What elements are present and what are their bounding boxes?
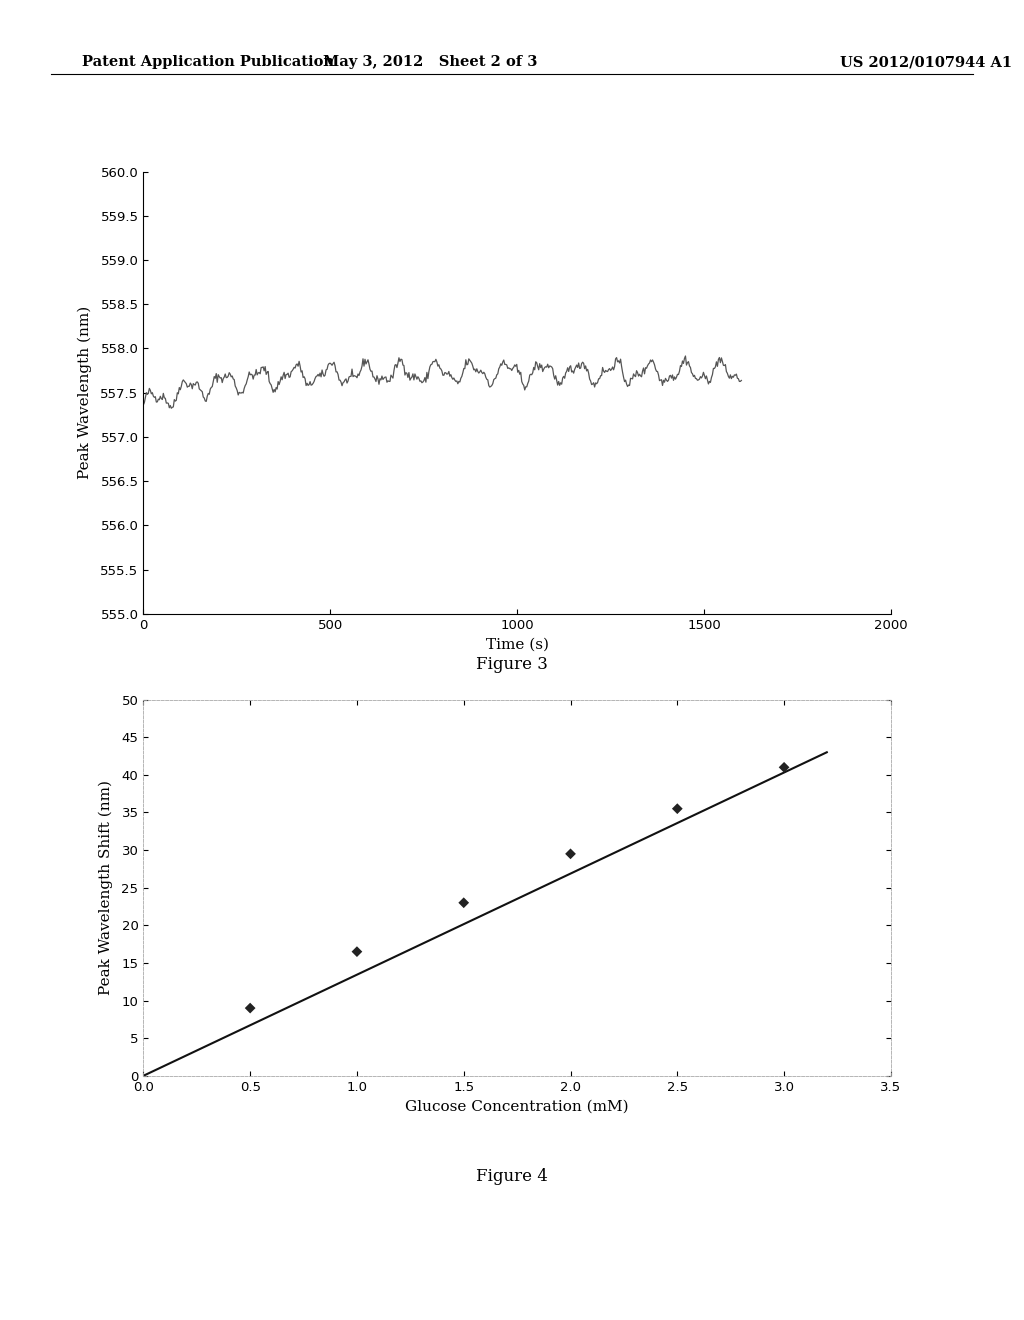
Point [242,998,258,1019]
Y-axis label: Peak Wavelength (nm): Peak Wavelength (nm) [78,306,92,479]
Point [776,756,793,777]
X-axis label: Glucose Concentration (mM): Glucose Concentration (mM) [406,1100,629,1113]
Text: Figure 4: Figure 4 [476,1168,548,1185]
Point [349,941,366,962]
Text: US 2012/0107944 A1: US 2012/0107944 A1 [840,55,1012,70]
Point [562,843,579,865]
Y-axis label: Peak Wavelength Shift (nm): Peak Wavelength Shift (nm) [98,780,114,995]
X-axis label: Time (s): Time (s) [485,638,549,651]
Text: Patent Application Publication: Patent Application Publication [82,55,334,70]
Text: Figure 3: Figure 3 [476,656,548,673]
Text: May 3, 2012   Sheet 2 of 3: May 3, 2012 Sheet 2 of 3 [323,55,538,70]
Point [456,892,472,913]
Point [669,799,685,820]
